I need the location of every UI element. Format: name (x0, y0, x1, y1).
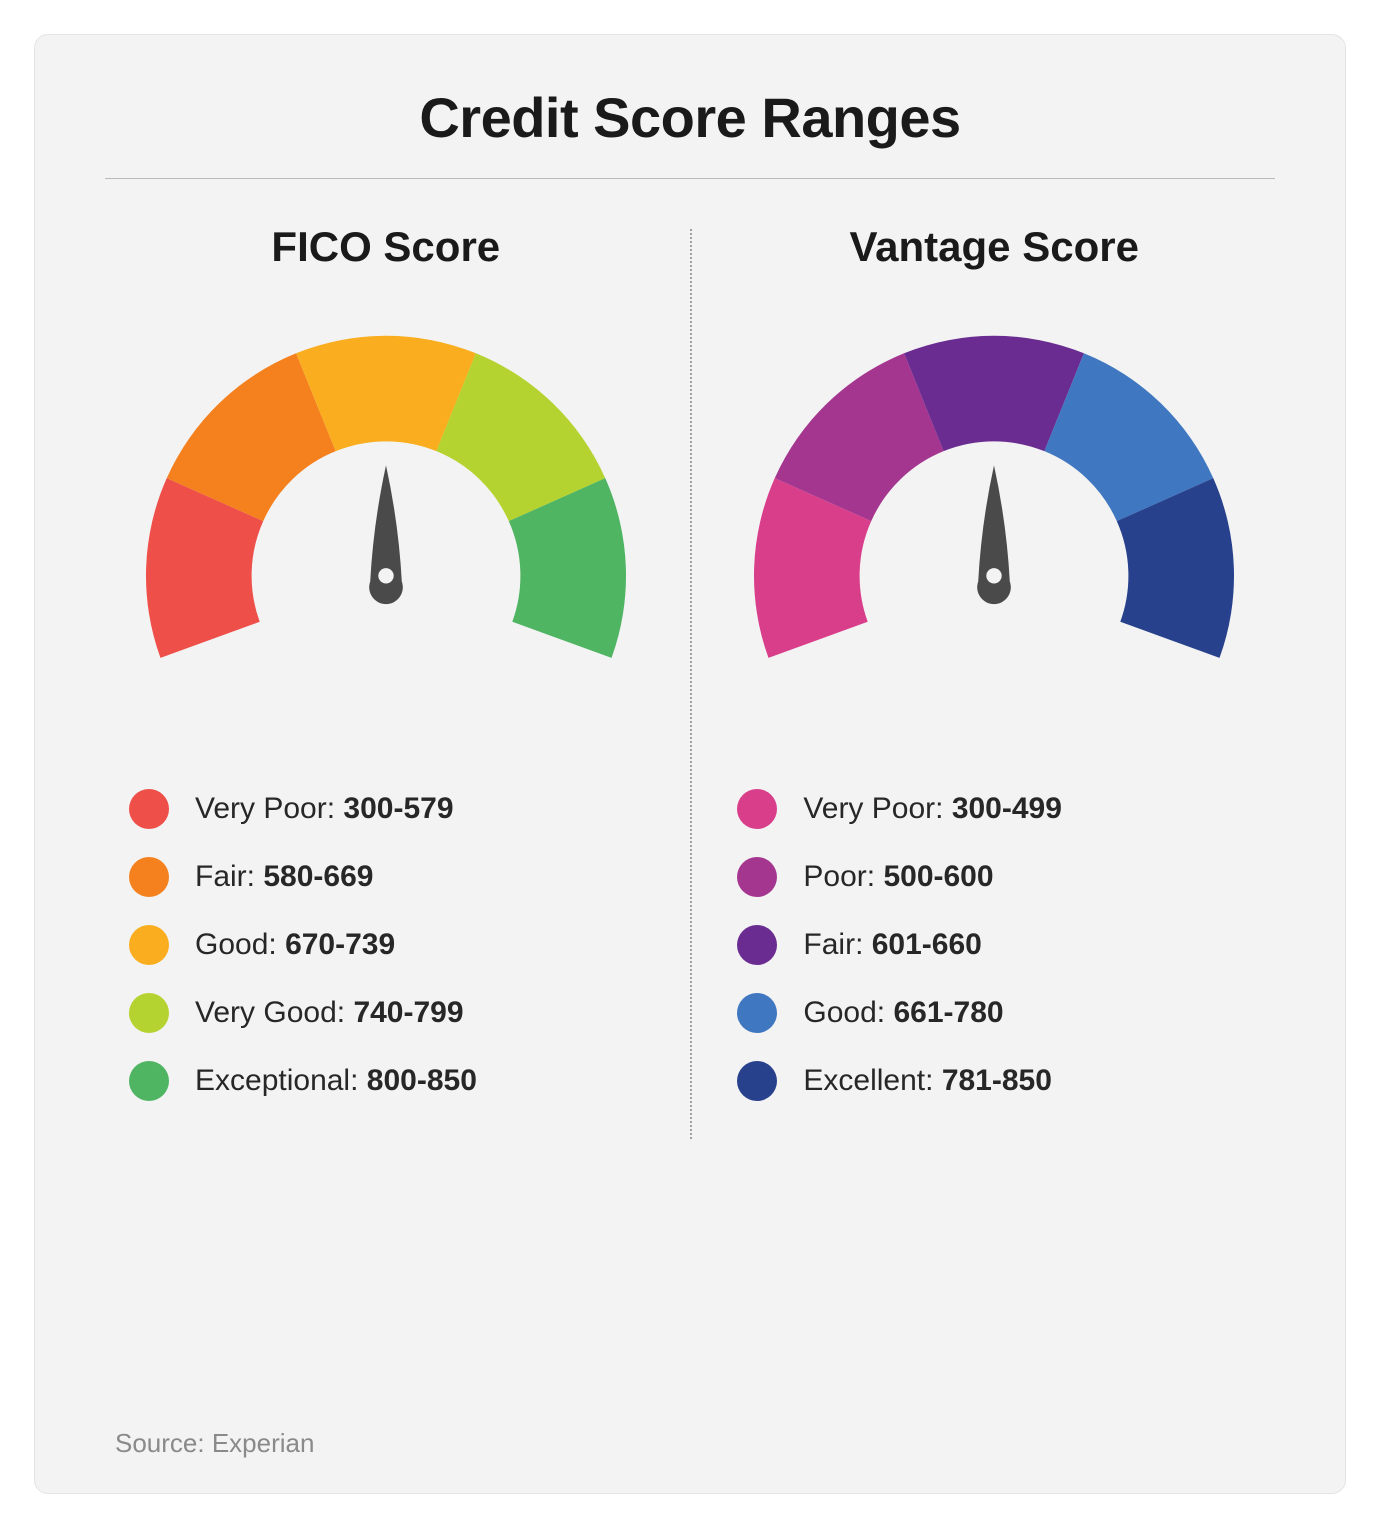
legend-label: Fair: (195, 860, 263, 893)
legend-range: 580-669 (263, 860, 373, 893)
page-title: Credit Score Ranges (105, 85, 1275, 150)
legend-swatch-icon (737, 789, 777, 829)
legend-text: Fair: 601-660 (803, 928, 981, 962)
legend-swatch-icon (737, 857, 777, 897)
legend-text: Good: 661-780 (803, 996, 1003, 1030)
legend-swatch-icon (737, 1061, 777, 1101)
legend-label: Fair: (803, 928, 871, 961)
gauge-wrap-fico (126, 331, 646, 691)
gauge-fico (126, 331, 646, 691)
legend-text: Very Poor: 300-579 (195, 792, 454, 826)
legend-range: 800-850 (367, 1064, 477, 1097)
legend-text: Excellent: 781-850 (803, 1064, 1052, 1098)
legend-text: Exceptional: 800-850 (195, 1064, 477, 1098)
legend-text: Fair: 580-669 (195, 860, 373, 894)
legend-label: Very Good: (195, 996, 353, 1029)
legend-row-vantage-4: Excellent: 781-850 (737, 1061, 1275, 1101)
legend-range: 661-780 (893, 996, 1003, 1029)
legend-range: 300-499 (952, 792, 1062, 825)
legend-label: Good: (195, 928, 285, 961)
subhead-vantage: Vantage Score (849, 223, 1138, 271)
legend-range: 500-600 (883, 860, 993, 893)
legend-row-fico-3: Very Good: 740-799 (129, 993, 667, 1033)
legend-fico: Very Poor: 300-579 Fair: 580-669 Good: 670… (105, 761, 667, 1129)
legend-row-vantage-2: Fair: 601-660 (737, 925, 1275, 965)
source-label: Source: Experian (115, 1428, 314, 1459)
legend-label: Excellent: (803, 1064, 941, 1097)
legend-label: Exceptional: (195, 1064, 367, 1097)
legend-text: Poor: 500-600 (803, 860, 993, 894)
legend-row-fico-4: Exceptional: 800-850 (129, 1061, 667, 1101)
column-fico: FICO Score Very Poor: 300-579 Fair: 580-66… (105, 217, 667, 1129)
legend-swatch-icon (737, 925, 777, 965)
gauge-wrap-vantage (734, 331, 1254, 691)
legend-swatch-icon (129, 1061, 169, 1101)
legend-range: 740-799 (353, 996, 463, 1029)
legend-label: Good: (803, 996, 893, 1029)
legend-swatch-icon (129, 925, 169, 965)
legend-row-fico-1: Fair: 580-669 (129, 857, 667, 897)
legend-swatch-icon (129, 993, 169, 1033)
subhead-fico: FICO Score (271, 223, 500, 271)
title-divider (105, 178, 1275, 179)
gauge-vantage (734, 331, 1254, 691)
legend-vantage: Very Poor: 300-499 Poor: 500-600 Fair: 601… (713, 761, 1275, 1129)
legend-swatch-icon (129, 857, 169, 897)
legend-row-fico-0: Very Poor: 300-579 (129, 789, 667, 829)
legend-row-vantage-3: Good: 661-780 (737, 993, 1275, 1033)
columns: FICO Score Very Poor: 300-579 Fair: 580-66… (105, 217, 1275, 1129)
legend-row-vantage-0: Very Poor: 300-499 (737, 789, 1275, 829)
legend-row-vantage-1: Poor: 500-600 (737, 857, 1275, 897)
legend-swatch-icon (129, 789, 169, 829)
column-vantage: Vantage Score Very Poor: 300-499 Poor: 500… (713, 217, 1275, 1129)
legend-range: 300-579 (343, 792, 453, 825)
legend-text: Very Good: 740-799 (195, 996, 464, 1030)
legend-text: Very Poor: 300-499 (803, 792, 1062, 826)
legend-label: Poor: (803, 860, 883, 893)
legend-label: Very Poor: (195, 792, 343, 825)
vertical-divider (690, 229, 692, 1139)
legend-label: Very Poor: (803, 792, 951, 825)
legend-range: 781-850 (942, 1064, 1052, 1097)
legend-range: 670-739 (285, 928, 395, 961)
infographic-card: Credit Score Ranges FICO Score Very Poor:… (34, 34, 1346, 1494)
legend-swatch-icon (737, 993, 777, 1033)
legend-text: Good: 670-739 (195, 928, 395, 962)
legend-row-fico-2: Good: 670-739 (129, 925, 667, 965)
legend-range: 601-660 (872, 928, 982, 961)
